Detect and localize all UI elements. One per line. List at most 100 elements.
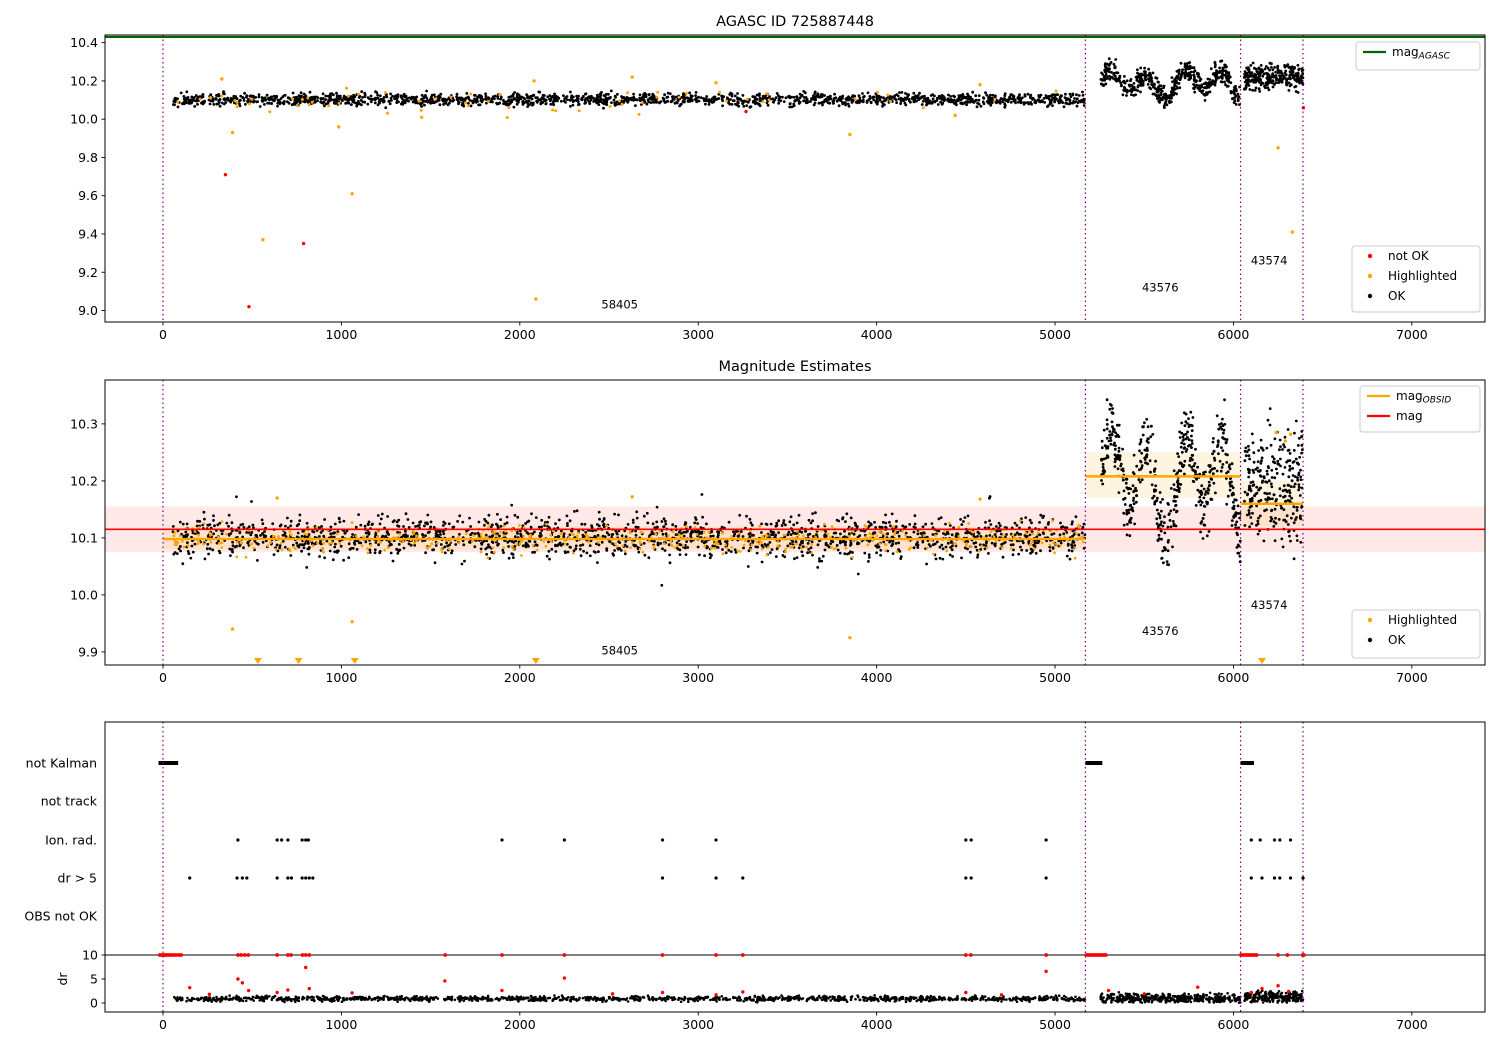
legend-swatch-dot — [1367, 637, 1373, 643]
legend-label: OK — [1388, 289, 1406, 303]
scatter-cluster — [1242, 61, 1305, 94]
dr-clipped-red-points — [157, 953, 1306, 957]
dr-axis-label: dr — [55, 972, 70, 986]
plot-title: AGASC ID 725887448 — [716, 14, 874, 30]
flag-row-label: not Kalman — [26, 756, 97, 771]
y-tick-label: 9.8 — [78, 150, 98, 165]
axes-spines — [104, 721, 1486, 1013]
x-tick-label: 1000 — [325, 670, 357, 685]
y-tick-label: 10.3 — [70, 416, 98, 431]
x-tick-label: 6000 — [1218, 327, 1250, 342]
x-tick-label: 3000 — [682, 1017, 714, 1032]
x-tick-label: 2000 — [504, 1017, 536, 1032]
y-tick-label: 10.2 — [70, 473, 98, 488]
obsid-annotation: 58405 — [601, 298, 638, 312]
obsid-annotation: 43574 — [1251, 598, 1288, 612]
y-tick-label: 10.4 — [70, 35, 98, 50]
dr-tick-label: 10 — [82, 948, 98, 963]
x-tick-label: 5000 — [1039, 670, 1071, 685]
flag-row-marks — [188, 876, 1305, 880]
x-axis-ticks: 0 1000 2000 3000 4000 5000 6000 7000 — [159, 322, 1428, 342]
dr-red-points — [188, 965, 1291, 997]
x-tick-label: 6000 — [1218, 1017, 1250, 1032]
y-tick-label: 10.0 — [70, 112, 98, 127]
x-tick-label: 2000 — [504, 327, 536, 342]
dr-tick-label: 0 — [90, 996, 98, 1011]
flags-plot: not Kalman not track Ion. rad. dr > 5 OBS no… — [24, 721, 1486, 1032]
x-tick-label: 7000 — [1396, 670, 1428, 685]
outlier-points — [230, 430, 1293, 640]
y-tick-label: 10.2 — [70, 73, 98, 88]
obsid-annotation: 58405 — [601, 644, 638, 658]
y-axis-ticks: 9.9 10.0 10.1 10.2 10.3 — [70, 416, 105, 659]
scatter-cluster — [172, 519, 1085, 560]
scatter-cluster — [172, 89, 1086, 110]
flag-row-label: OBS not OK — [24, 909, 97, 924]
legend-label: Highlighted — [1388, 269, 1457, 283]
clipped-point-marker — [531, 658, 540, 664]
x-tick-label: 4000 — [861, 670, 893, 685]
x-tick-label: 3000 — [682, 670, 714, 685]
dr-scatter-cluster — [173, 994, 1087, 1004]
legend-swatch-dot — [1367, 293, 1373, 299]
y-tick-label: 10.0 — [70, 587, 98, 602]
y-tick-label: 9.9 — [78, 644, 98, 659]
dr-scatter-cluster — [1243, 989, 1305, 1004]
x-tick-label: 4000 — [861, 1017, 893, 1032]
x-tick-label: 5000 — [1039, 327, 1071, 342]
legend-magnitude-estimates-plot-1: Highlighted OK — [1351, 609, 1481, 659]
x-tick-label: 1000 — [325, 327, 357, 342]
obsid-annotation: 43574 — [1251, 254, 1288, 268]
x-tick-label: 0 — [159, 327, 167, 342]
legend-agasc-mag-plot-0: magAGASC — [1355, 41, 1481, 71]
x-tick-label: 6000 — [1218, 670, 1250, 685]
scatter-cluster — [181, 493, 1074, 587]
obsid-annotation: 43576 — [1142, 624, 1179, 638]
legend-label: not OK — [1388, 249, 1430, 263]
scatter-cluster — [1243, 407, 1304, 561]
clipped-point-marker — [1257, 658, 1266, 664]
legend-swatch-dot — [1367, 617, 1373, 623]
y-tick-label: 9.6 — [78, 188, 98, 203]
legend-label: mag — [1396, 409, 1423, 423]
plot-data-area — [105, 380, 1485, 665]
y-tick-label: 10.1 — [70, 530, 98, 545]
clipped-point-marker — [294, 658, 303, 664]
scatter-cluster — [1100, 398, 1242, 567]
x-tick-label: 2000 — [504, 670, 536, 685]
magnitude-estimates-plot: 9.9 10.0 10.1 10.2 10.3 0 1000 2000 3000 4000 5000… — [70, 359, 1486, 685]
flag-row-label: Ion. rad. — [45, 833, 97, 848]
legend-agasc-mag-plot-1: not OK Highlighted OK — [1351, 245, 1481, 313]
scatter-cluster — [1099, 57, 1241, 109]
x-tick-label: 5000 — [1039, 1017, 1071, 1032]
clipped-point-marker — [253, 658, 262, 664]
axes-spines — [104, 379, 1486, 666]
y-tick-label: 9.2 — [78, 265, 98, 280]
plot-data-area — [105, 35, 1485, 322]
dr-axis-ticks: 0 5 10 — [82, 948, 105, 1011]
x-tick-label: 0 — [159, 1017, 167, 1032]
x-axis-ticks: 0 1000 2000 3000 4000 5000 6000 7000 — [159, 665, 1428, 685]
flag-row-label: dr > 5 — [58, 871, 97, 886]
axes-spines — [104, 34, 1486, 323]
obsid-annotation: 43576 — [1142, 280, 1179, 294]
dr-tick-label: 5 — [90, 972, 98, 987]
flag-row-marks — [236, 838, 1293, 842]
y-axis-ticks: 9.0 9.2 9.4 9.6 9.8 10.0 10.2 10.4 — [70, 35, 105, 318]
flag-row-labels: not Kalman not track Ion. rad. dr > 5 OBS no… — [24, 756, 97, 924]
legend-label: OK — [1388, 633, 1406, 647]
legend-swatch-dot — [1367, 253, 1373, 259]
y-tick-label: 9.4 — [78, 226, 98, 241]
x-tick-label: 4000 — [861, 327, 893, 342]
obsid-boundary-vlines — [162, 35, 1304, 322]
x-tick-label: 7000 — [1396, 327, 1428, 342]
x-tick-label: 0 — [159, 670, 167, 685]
legend-label: Highlighted — [1388, 613, 1457, 627]
agasc-mag-plot: 9.0 9.2 9.4 9.6 9.8 10.0 10.2 10.4 0 1000 2000 3000… — [70, 14, 1486, 342]
obsid-boundary-vlines — [162, 722, 1304, 1012]
x-tick-label: 1000 — [325, 1017, 357, 1032]
scatter-cluster — [176, 86, 1058, 119]
